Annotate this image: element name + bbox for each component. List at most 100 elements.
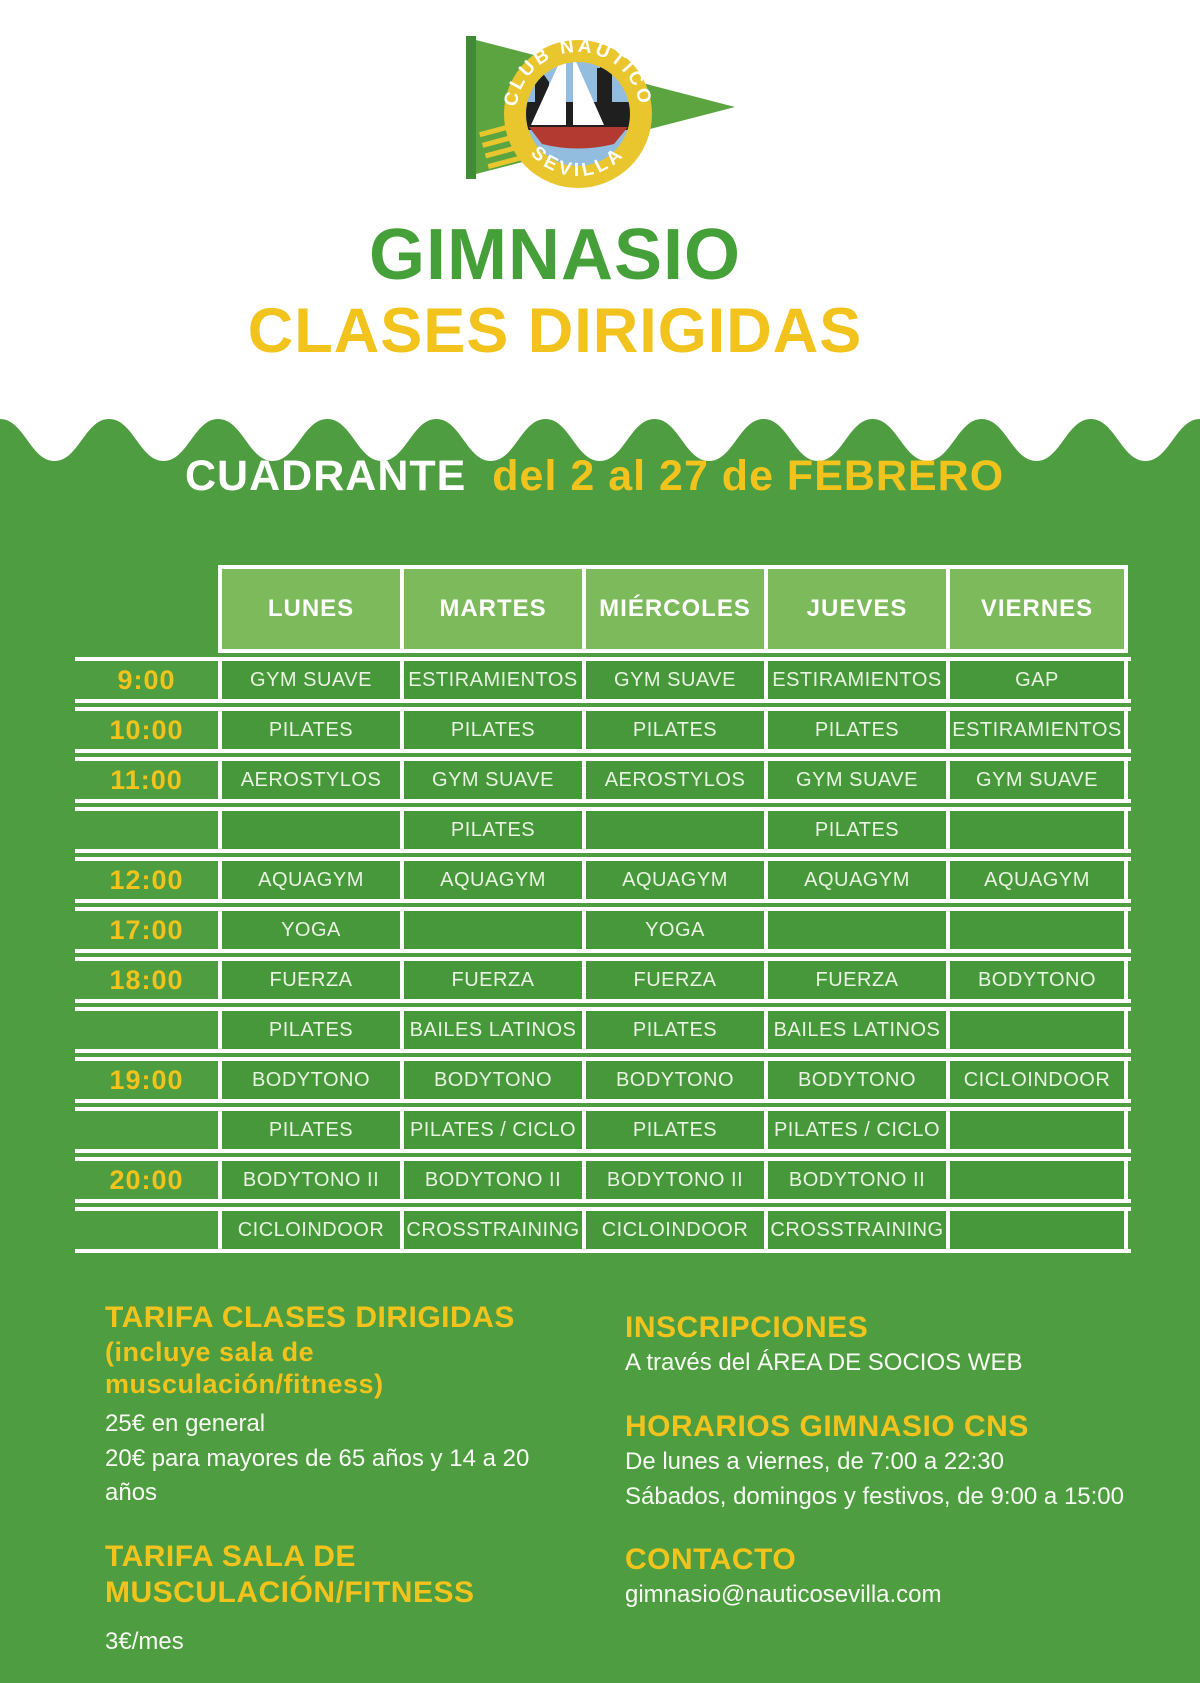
time-label	[75, 811, 218, 849]
class-cell: GYM SUAVE	[582, 661, 764, 699]
schedule-heading-word: CUADRANTE	[185, 452, 467, 500]
pennant-icon: CLUB NÁUTICO SEVILLA	[466, 35, 735, 188]
schedule-table: LUNES MARTES MIÉRCOLES JUEVES VIERNES 9:…	[75, 565, 1131, 1257]
pricing-line-reduced: 20€ para mayores de 65 años y 14 a 20 añ…	[105, 1444, 530, 1507]
class-cell	[400, 911, 582, 949]
time-label: 18:00	[109, 964, 184, 995]
time-label	[75, 1211, 218, 1249]
class-cell	[946, 1111, 1128, 1149]
hours-line-weekdays: De lunes a viernes, de 7:00 a 22:30	[625, 1447, 1004, 1475]
hours-line-weekends: Sábados, domingos y festivos, de 9:00 a …	[625, 1482, 1124, 1510]
inscriptions-heading: INSCRIPCIONES	[625, 1311, 869, 1344]
schedule-row: PILATES PILATES	[75, 807, 1131, 853]
class-cell: PILATES	[764, 811, 946, 849]
time-column-spacer	[75, 565, 218, 653]
time-label: 9:00	[117, 664, 176, 695]
poster-title: GIMNASIO	[368, 215, 741, 295]
class-cell: PILATES	[218, 711, 400, 749]
time-label	[75, 1011, 218, 1049]
gym-room-heading-line2: MUSCULACIÓN/FITNESS	[105, 1576, 475, 1610]
club-logo: CLUB NÁUTICO SEVILLA	[445, 22, 745, 197]
class-cell: BODYTONO	[400, 1061, 582, 1099]
class-cell: ESTIRAMIENTOS	[400, 661, 582, 699]
class-cell	[946, 1011, 1128, 1049]
schedule-row: 11:00 AEROSTYLOS GYM SUAVE AEROSTYLOS GYM SU…	[75, 757, 1131, 803]
day-header-viernes: VIERNES	[946, 565, 1128, 653]
class-cell: AEROSTYLOS	[582, 761, 764, 799]
time-label: 10:00	[109, 714, 184, 745]
pricing-line-general: 25€ en general	[105, 1409, 266, 1437]
class-cell: GYM SUAVE	[218, 661, 400, 699]
schedule-row: 12:00 AQUAGYM AQUAGYM AQUAGYM AQUAGYM AQUAGYM	[75, 857, 1131, 903]
class-cell: GYM SUAVE	[946, 761, 1128, 799]
wave-edge	[0, 419, 1200, 481]
class-cell: CICLOINDOOR	[582, 1211, 764, 1249]
time-label	[75, 1111, 218, 1149]
day-header-jueves: JUEVES	[764, 565, 946, 653]
time-label: 12:00	[109, 864, 184, 895]
schedule-row: 19:00 BODYTONO BODYTONO BODYTONO BODYTONO CIC…	[75, 1057, 1131, 1103]
schedule-heading-dates: del 2 al 27 de FEBRERO	[492, 452, 1005, 500]
schedule-row: 10:00 PILATES PILATES PILATES PILATES ESTIRAM…	[75, 707, 1131, 753]
class-cell: FUERZA	[400, 961, 582, 999]
schedule-row: 9:00 GYM SUAVE ESTIRAMIENTOS GYM SUAVE ESTIR…	[75, 657, 1131, 703]
class-cell: CICLOINDOOR	[946, 1061, 1128, 1099]
class-cell: BODYTONO	[582, 1061, 764, 1099]
title-block: GIMNASIO CLASES DIRIGIDAS	[0, 215, 1110, 366]
time-label: 17:00	[109, 914, 184, 945]
schedule-row: CICLOINDOOR CROSSTRAINING CICLOINDOOR CROSS…	[75, 1207, 1131, 1253]
time-label: 20:00	[109, 1164, 184, 1195]
green-section: CUADRANTE del 2 al 27 de FEBRERO LUNES M…	[0, 419, 1200, 1683]
class-cell: GYM SUAVE	[400, 761, 582, 799]
class-cell: PILATES	[764, 711, 946, 749]
class-cell: ESTIRAMIENTOS	[764, 661, 946, 699]
poster-subtitle: CLASES DIRIGIDAS	[247, 295, 863, 366]
time-label: 11:00	[110, 764, 183, 795]
class-cell: FUERZA	[764, 961, 946, 999]
class-cell: YOGA	[582, 911, 764, 949]
class-cell: BODYTONO II	[218, 1161, 400, 1199]
class-cell	[582, 811, 764, 849]
class-cell: BAILES LATINOS	[400, 1011, 582, 1049]
class-cell: AQUAGYM	[764, 861, 946, 899]
class-cell: ESTIRAMIENTOS	[946, 711, 1128, 749]
time-label: 19:00	[109, 1064, 184, 1095]
schedule-body: 9:00 GYM SUAVE ESTIRAMIENTOS GYM SUAVE ESTIR…	[75, 657, 1131, 1253]
class-cell: BAILES LATINOS	[764, 1011, 946, 1049]
schedule-row: 18:00 FUERZA FUERZA FUERZA FUERZA BODYTONO	[75, 957, 1131, 1003]
schedule-row: PILATES PILATES / CICLO PILATES PILATES / C…	[75, 1107, 1131, 1153]
class-cell	[946, 1211, 1128, 1249]
info-section: INSCRIPCIONES A través del ÁREA DE SOCIO…	[625, 1310, 1145, 1613]
class-cell: BODYTONO	[946, 961, 1128, 999]
class-cell	[218, 811, 400, 849]
class-cell: BODYTONO	[218, 1061, 400, 1099]
class-cell: CROSSTRAINING	[764, 1211, 946, 1249]
day-header-row: LUNES MARTES MIÉRCOLES JUEVES VIERNES	[75, 565, 1131, 653]
class-cell: PILATES	[582, 1011, 764, 1049]
class-cell: AEROSTYLOS	[218, 761, 400, 799]
day-header-lunes: LUNES	[218, 565, 400, 653]
class-cell: FUERZA	[582, 961, 764, 999]
class-cell: AQUAGYM	[946, 861, 1128, 899]
class-cell: AQUAGYM	[218, 861, 400, 899]
class-cell: BODYTONO II	[400, 1161, 582, 1199]
schedule-row: PILATES BAILES LATINOS PILATES BAILES LATIN…	[75, 1007, 1131, 1053]
class-cell: BODYTONO II	[764, 1161, 946, 1199]
class-cell: AQUAGYM	[582, 861, 764, 899]
class-cell: CICLOINDOOR	[218, 1211, 400, 1249]
day-header-martes: MARTES	[400, 565, 582, 653]
schedule-row: 20:00 BODYTONO II BODYTONO II BODYTONO II BO…	[75, 1157, 1131, 1203]
class-cell: PILATES	[218, 1011, 400, 1049]
wave-path	[0, 419, 1200, 481]
gym-room-price: 3€/mes	[105, 1628, 184, 1656]
hours-heading: HORARIOS GIMNASIO CNS	[625, 1409, 1029, 1443]
class-cell: PILATES / CICLO	[764, 1111, 946, 1149]
class-cell: PILATES	[400, 711, 582, 749]
pricing-section: TARIFA CLASES DIRIGIDAS (incluye sala de…	[105, 1300, 585, 1660]
class-cell: PILATES	[218, 1111, 400, 1149]
sailboat-icon	[529, 62, 628, 149]
class-cell	[946, 911, 1128, 949]
gym-room-heading-line1: TARIFA SALA DE	[105, 1540, 356, 1574]
contact-heading: CONTACTO	[625, 1543, 797, 1577]
